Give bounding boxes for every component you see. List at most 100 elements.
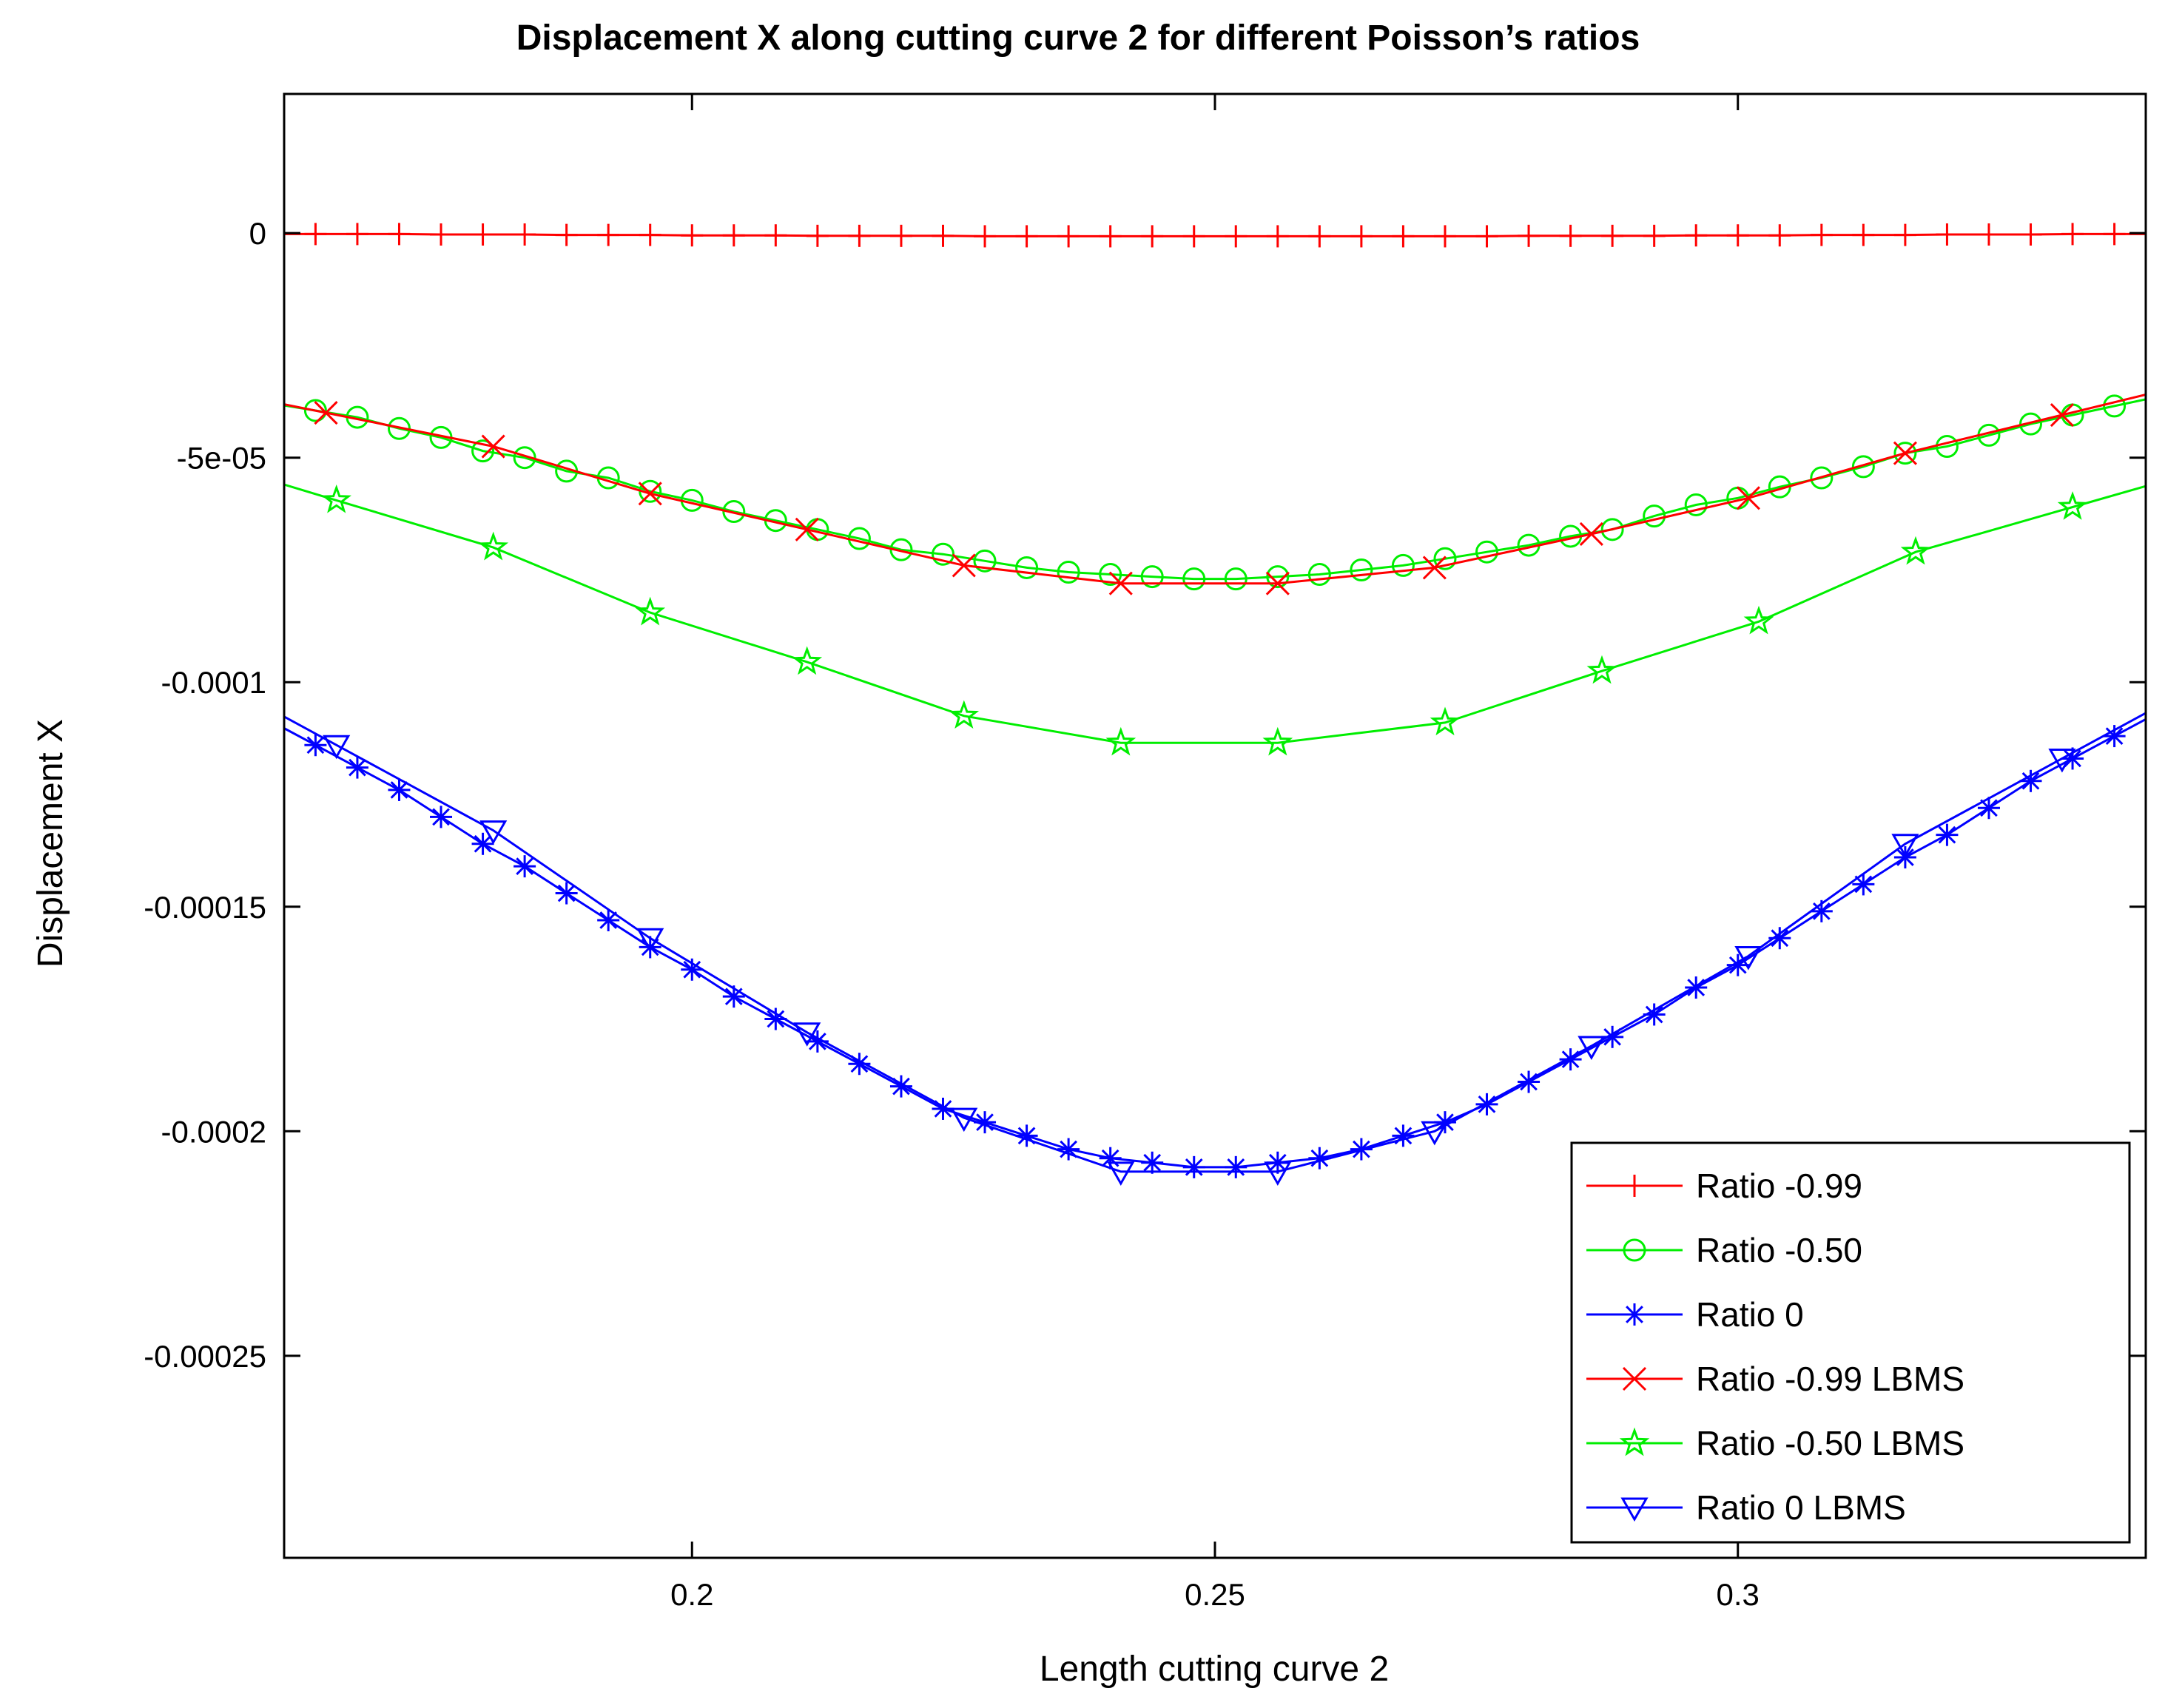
legend-marker — [1623, 1303, 1646, 1326]
data-point — [1601, 224, 1624, 247]
data-point — [973, 549, 997, 573]
data-point — [1225, 1155, 1248, 1178]
data-point — [2061, 747, 2084, 770]
data-point — [1108, 571, 1133, 595]
data-point — [1475, 1093, 1498, 1115]
data-point — [1182, 1155, 1205, 1178]
data-point — [1141, 225, 1164, 248]
data-point — [1685, 976, 1708, 999]
y-tick-label: -0.00015 — [144, 890, 266, 925]
data-point — [1141, 1151, 1164, 1174]
data-point — [1057, 561, 1080, 584]
data-point — [1105, 726, 1137, 756]
data-point — [2050, 402, 2074, 428]
x-tick-label: 0.2 — [670, 1577, 713, 1612]
y-tick-label: -0.00025 — [144, 1339, 266, 1374]
data-point — [1684, 493, 1708, 516]
legend: Ratio -0.99 Ratio -0.50 Ratio 0 Ratio -0.99… — [1570, 1141, 2131, 1544]
series-0 — [284, 223, 2146, 248]
series-line — [284, 712, 2146, 1173]
data-point — [636, 928, 664, 953]
y-tick-label: 0 — [249, 216, 266, 251]
data-point — [2103, 725, 2126, 748]
data-point — [304, 223, 327, 246]
x-tick-label: 0.25 — [1185, 1577, 1245, 1612]
data-point — [1422, 556, 1447, 580]
legend-marker — [1619, 1427, 1650, 1456]
data-point — [1600, 518, 1624, 541]
series-line — [284, 232, 2146, 237]
data-point — [388, 223, 411, 246]
legend-item: Ratio 0 LBMS — [1586, 1488, 1906, 1527]
data-point — [1182, 567, 1206, 591]
series-line — [284, 398, 2146, 581]
legend-box — [1570, 1141, 2131, 1544]
data-point — [950, 1107, 978, 1133]
data-point — [848, 224, 871, 247]
data-point — [1264, 1161, 1292, 1186]
x-axis-label: Length cutting curve 2 — [1040, 1650, 1389, 1689]
data-point — [1350, 225, 1373, 248]
legend-item: Ratio -0.50 LBMS — [1586, 1424, 1964, 1462]
series-line — [284, 483, 2146, 744]
data-point — [1308, 225, 1331, 248]
data-point — [1265, 571, 1290, 595]
legend-label: Ratio -0.99 — [1696, 1167, 1862, 1205]
legend-marker — [1623, 1175, 1646, 1197]
x-tick-label: 0.3 — [1717, 1577, 1760, 1612]
data-point — [635, 596, 666, 626]
y-tick-label: -0.0002 — [161, 1114, 266, 1149]
data-point — [1726, 224, 1749, 247]
data-point — [1266, 225, 1289, 248]
chart-title: Displacement X along cutting curve 2 for… — [516, 18, 1640, 58]
data-point — [2048, 748, 2076, 773]
data-point — [1810, 223, 1833, 246]
data-point — [304, 734, 327, 757]
ticks-layer: 0.2 0.25 0.3 0 -5e-05 -0.0001 -0.00015 -0.0002 -… — [144, 94, 2146, 1612]
data-point — [1266, 565, 1290, 589]
data-point — [949, 700, 980, 729]
data-point — [346, 756, 368, 779]
series-layer — [284, 223, 2146, 1186]
data-point — [1643, 504, 1666, 528]
series-line — [284, 394, 2146, 585]
legend-item: Ratio -0.99 LBMS — [1586, 1360, 1964, 1398]
data-point — [2061, 223, 2084, 246]
legend-label: Ratio -0.99 LBMS — [1696, 1360, 1964, 1398]
data-point — [793, 1022, 821, 1047]
data-point — [1891, 834, 1919, 858]
data-point — [2019, 769, 2042, 792]
data-point — [806, 224, 829, 247]
data-point — [639, 223, 661, 246]
series-2 — [284, 718, 2146, 1178]
legend-label: Ratio 0 — [1696, 1295, 1804, 1334]
data-point — [2103, 394, 2127, 418]
legend-item: Ratio -0.99 — [1586, 1167, 1862, 1205]
data-point — [1579, 521, 1603, 546]
data-point — [1140, 565, 1164, 589]
data-point — [1182, 225, 1205, 248]
data-point — [952, 553, 976, 578]
data-point — [1977, 223, 2000, 246]
data-point — [1391, 553, 1415, 577]
legend-marker — [1623, 1238, 1646, 1262]
data-point — [1578, 1036, 1606, 1060]
data-point — [471, 439, 495, 463]
series-5 — [284, 712, 2146, 1186]
data-point — [2057, 491, 2088, 520]
data-point — [481, 434, 505, 459]
legend-item: Ratio 0 — [1586, 1295, 1804, 1334]
data-point — [1893, 442, 1917, 465]
data-point — [430, 223, 453, 246]
data-point — [1475, 540, 1499, 564]
data-point — [1430, 706, 1461, 736]
legend-label: Ratio -0.50 LBMS — [1696, 1424, 1964, 1462]
series-3 — [284, 394, 2146, 595]
legend-marker — [1620, 1497, 1649, 1522]
legend-marker — [1622, 1366, 1647, 1391]
legend-item: Ratio -0.50 — [1586, 1231, 1862, 1269]
data-point — [513, 446, 536, 470]
y-tick-label: -5e-05 — [177, 441, 266, 476]
data-point — [478, 531, 509, 561]
y-axis-label: Displacement X — [31, 719, 70, 968]
